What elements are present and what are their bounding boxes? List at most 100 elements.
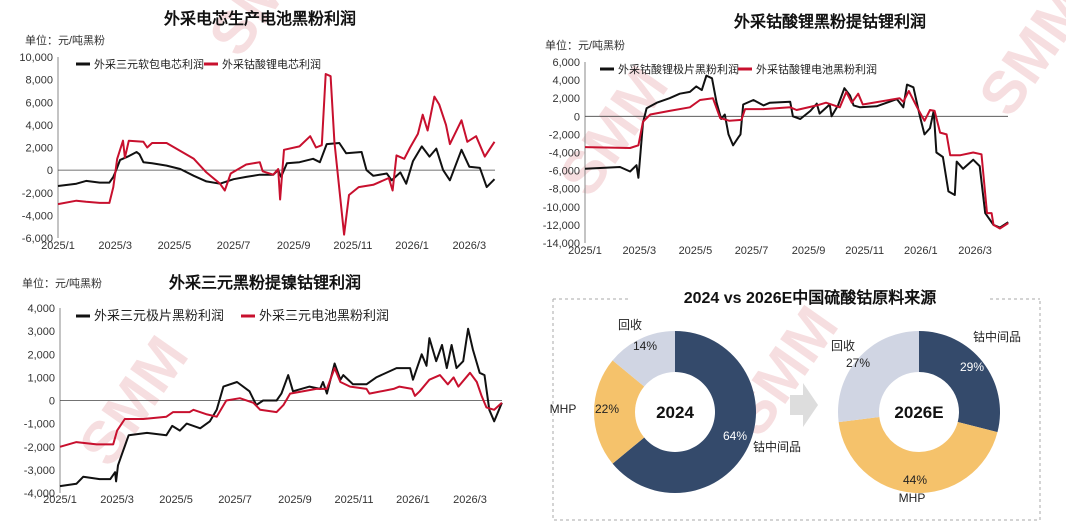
x-tick-label: 2025/11 bbox=[333, 240, 372, 252]
x-tick-label: 2025/3 bbox=[622, 245, 656, 257]
x-tick-label: 2025/3 bbox=[98, 240, 132, 252]
y-tick-label: -4,000 bbox=[24, 488, 55, 500]
chart-title: 外采三元黑粉提镍钴锂利润 bbox=[168, 273, 361, 292]
y-tick-label: -4,000 bbox=[549, 148, 580, 160]
y-tick-label: -2,000 bbox=[24, 442, 55, 454]
y-tick-label: 0 bbox=[49, 396, 55, 408]
donut-center-label: 2024 bbox=[656, 403, 694, 422]
legend-label: 外采钴酸锂电池黑粉利润 bbox=[756, 62, 877, 76]
slice-label: MHP bbox=[899, 491, 926, 505]
donut-slice bbox=[919, 331, 1001, 433]
legend-label: 外采钴酸锂极片黑粉利润 bbox=[618, 62, 739, 76]
donut-center-label: 2026E bbox=[894, 403, 943, 422]
x-tick-label: 2025/1 bbox=[568, 245, 602, 257]
x-tick-label: 2025/1 bbox=[41, 240, 75, 252]
slice-percent: 64% bbox=[723, 429, 747, 443]
x-tick-label: 2025/7 bbox=[218, 494, 252, 506]
slice-label: 回收 bbox=[831, 339, 855, 353]
y-tick-label: 4,000 bbox=[27, 303, 55, 315]
panel-border bbox=[552, 298, 1041, 521]
y-tick-label: 2,000 bbox=[27, 349, 55, 361]
series-line-2 bbox=[59, 367, 503, 448]
arrow-icon bbox=[790, 383, 818, 427]
smm-watermark: SMM bbox=[966, 0, 1066, 127]
y-tick-label: -1,000 bbox=[24, 419, 55, 431]
y-tick-label: 8,000 bbox=[25, 75, 53, 87]
donut-slice bbox=[838, 331, 919, 423]
donut-2026E: 钴中间品 29% MHP 44% 回收 27% 2026E bbox=[831, 329, 1021, 505]
x-tick-label: 2026/1 bbox=[396, 494, 430, 506]
y-tick-label: 2,000 bbox=[25, 143, 53, 155]
x-tick-label: 2026/3 bbox=[452, 240, 486, 252]
y-tick-label: 2,000 bbox=[552, 93, 580, 105]
y-tick-label: -8,000 bbox=[549, 184, 580, 196]
y-tick-label: -14,000 bbox=[543, 238, 580, 250]
chart-title: 外采钴酸锂黑粉提钴锂利润 bbox=[733, 12, 926, 31]
slice-percent: 44% bbox=[903, 473, 927, 487]
x-tick-label: 2026/3 bbox=[453, 494, 487, 506]
y-tick-label: 3,000 bbox=[27, 326, 55, 338]
series-line-1 bbox=[57, 142, 496, 189]
y-tick-label: -2,000 bbox=[549, 129, 580, 141]
slice-percent: 14% bbox=[633, 339, 657, 353]
donut-slice bbox=[594, 360, 645, 464]
y-tick-label: -6,000 bbox=[22, 233, 53, 245]
donut-2024: 钴中间品 64% MHP 22% 回收 14% 2024 bbox=[550, 318, 801, 494]
x-tick-label: 2026/3 bbox=[958, 245, 992, 257]
y-tick-label: 1,000 bbox=[27, 372, 55, 384]
x-tick-label: 2025/11 bbox=[845, 245, 884, 257]
y-tick-label: -6,000 bbox=[549, 166, 580, 178]
unit-label: 单位：元/吨黑粉 bbox=[545, 38, 625, 52]
slice-label: MHP bbox=[550, 402, 577, 416]
x-tick-label: 2025/9 bbox=[792, 245, 826, 257]
y-tick-label: 0 bbox=[574, 111, 580, 123]
unit-label: 单位：元/吨黑粉 bbox=[22, 276, 102, 290]
donut-slice bbox=[838, 417, 998, 494]
y-tick-label: 10,000 bbox=[19, 52, 53, 64]
y-tick-label: 0 bbox=[47, 165, 53, 177]
smm-watermark: SMM bbox=[66, 324, 201, 477]
x-tick-label: 2025/7 bbox=[735, 245, 769, 257]
y-tick-label: -3,000 bbox=[24, 465, 55, 477]
x-tick-label: 2025/7 bbox=[217, 240, 251, 252]
x-tick-label: 2025/5 bbox=[158, 240, 192, 252]
series-line-1 bbox=[584, 74, 1009, 229]
slice-percent: 27% bbox=[846, 356, 870, 370]
slice-label: 钴中间品 bbox=[753, 439, 801, 454]
x-tick-label: 2026/1 bbox=[395, 240, 429, 252]
legend-label: 外采三元极片黑粉利润 bbox=[94, 308, 224, 323]
series-line-2 bbox=[584, 90, 1009, 230]
x-tick-label: 2025/5 bbox=[679, 245, 713, 257]
series-line-1 bbox=[59, 327, 503, 488]
chart-title: 外采电芯生产电池黑粉利润 bbox=[163, 9, 356, 28]
y-tick-label: -12,000 bbox=[543, 220, 580, 232]
legend-label: 外采三元软包电芯利润 bbox=[94, 57, 204, 71]
series-line-2 bbox=[57, 73, 496, 236]
y-tick-label: 6,000 bbox=[552, 57, 580, 69]
donut-slice bbox=[612, 331, 757, 494]
x-tick-label: 2025/1 bbox=[43, 494, 77, 506]
y-tick-label: 4,000 bbox=[552, 75, 580, 87]
legend-label: 外采钴酸锂电芯利润 bbox=[222, 57, 321, 71]
unit-label: 单位：元/吨黑粉 bbox=[25, 33, 105, 47]
y-tick-label: 4,000 bbox=[25, 120, 53, 132]
chart-title: 2024 vs 2026E中国硫酸钴原料来源 bbox=[684, 288, 937, 307]
line-chart-3: 外采三元黑粉提镍钴锂利润 单位：元/吨黑粉 4,000 3,000 2,000 1,000… bbox=[22, 273, 503, 506]
slice-label: 钴中间品 bbox=[973, 329, 1021, 344]
slice-percent: 29% bbox=[960, 360, 984, 374]
y-tick-label: -4,000 bbox=[22, 210, 53, 222]
x-tick-label: 2025/3 bbox=[100, 494, 134, 506]
x-tick-label: 2025/11 bbox=[334, 494, 373, 506]
legend-label: 外采三元电池黑粉利润 bbox=[259, 308, 389, 323]
x-tick-label: 2026/1 bbox=[904, 245, 938, 257]
slice-label: 回收 bbox=[618, 318, 642, 332]
donut-slice bbox=[612, 331, 675, 387]
slice-percent: 22% bbox=[595, 402, 619, 416]
x-tick-label: 2025/9 bbox=[278, 494, 312, 506]
y-tick-label: -2,000 bbox=[22, 188, 53, 200]
x-tick-label: 2025/5 bbox=[159, 494, 193, 506]
